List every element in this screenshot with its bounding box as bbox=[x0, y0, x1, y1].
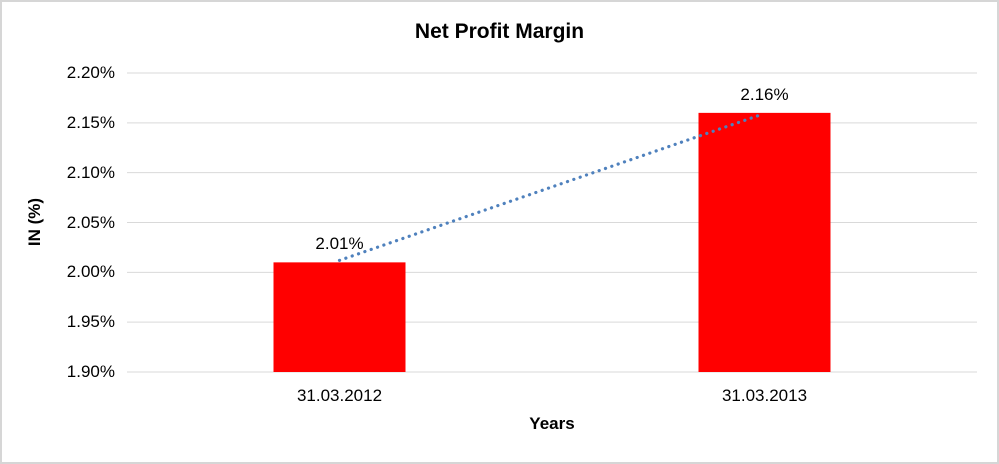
chart-title: Net Profit Margin bbox=[414, 20, 585, 43]
x-axis-category-label: 31.03.2012 bbox=[296, 386, 383, 405]
x-axis-title: Years bbox=[529, 414, 575, 433]
y-axis-tick-label: 2.20% bbox=[66, 63, 115, 82]
bar bbox=[698, 112, 831, 372]
bar-data-label: 2.16% bbox=[740, 84, 789, 104]
y-axis-tick-label: 2.00% bbox=[66, 262, 115, 282]
y-axis-tick-label: 2.05% bbox=[66, 212, 115, 232]
y-axis-tick-label: 2.10% bbox=[66, 162, 115, 182]
x-axis-category-label: 31.03.2013 bbox=[721, 386, 808, 405]
y-axis-tick-label: 1.90% bbox=[66, 362, 115, 381]
bar-data-label: 2.01% bbox=[315, 234, 364, 254]
trendline bbox=[337, 113, 763, 262]
bar bbox=[273, 262, 406, 372]
y-axis-tick-label: 1.95% bbox=[66, 312, 115, 332]
y-axis-tick-label: 2.15% bbox=[66, 112, 115, 132]
